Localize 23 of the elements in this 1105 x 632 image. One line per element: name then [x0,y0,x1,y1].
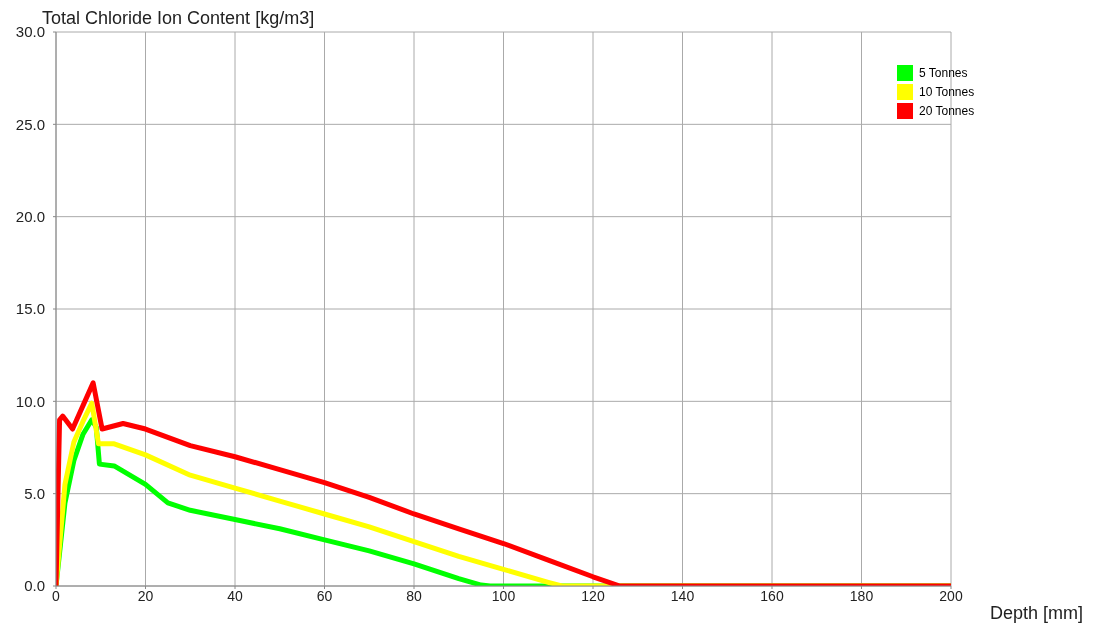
y-tick-label: 10.0 [15,392,45,410]
x-tick-label: 80 [406,587,422,604]
x-tick-label: 140 [670,587,695,604]
legend-label: 5 Tonnes [918,64,969,82]
x-axis-title: Depth [mm] [989,603,1083,624]
x-tick-label: 20 [137,587,154,604]
x-tick-label: 120 [581,587,605,604]
x-tick-label: 0 [52,587,61,604]
y-axis-title: Total Chloride Ion Content [kg/m3] [42,8,315,28]
y-tick-label: 0.0 [24,577,45,595]
x-tick-label: 40 [227,587,243,604]
x-tick-label: 60 [316,587,333,604]
y-tick-label: 20.0 [15,207,45,225]
x-tick-label: 100 [491,587,516,604]
legend-label: 20 Tonnes [918,102,976,120]
legend-label: 10 Tonnes [918,83,976,101]
y-tick-label: 5.0 [24,484,45,502]
y-tick-label: 30.0 [15,23,45,41]
x-tick-label: 160 [760,587,784,604]
x-tick-label: 180 [849,587,874,604]
x-tick-label: 200 [939,587,963,604]
y-tick-label: 25.0 [15,115,45,133]
y-tick-label: 15.0 [15,300,45,318]
